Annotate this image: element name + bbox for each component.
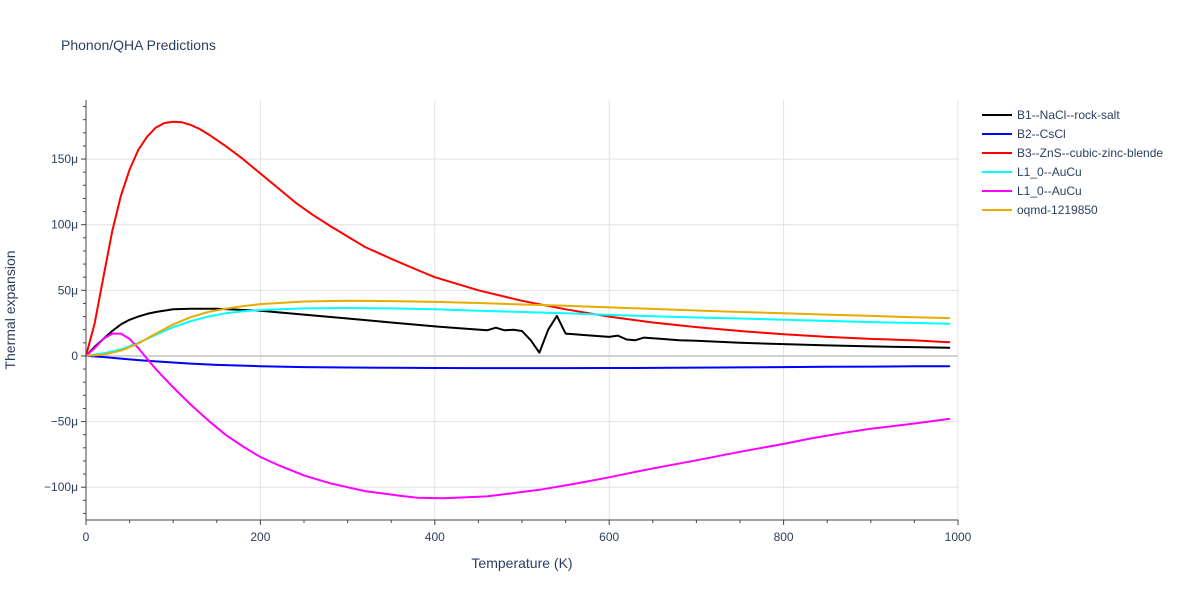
x-tick-label: 200 [250,530,270,544]
series-line-6 [85,299,951,357]
legend-label: L1_0--AuCu [1017,165,1082,179]
y-axis-title: Thermal expansion [2,250,18,369]
series-layer [85,120,951,500]
x-tick-label: 0 [83,530,90,544]
x-tick-label: 600 [599,530,619,544]
legend-label: B2--CsCl [1017,127,1066,141]
axis-layer: 0 200 400 600 800 1000 −100μ −50μ 0 50μ 100μ 150μ [44,100,972,544]
legend[interactable]: B1--NaCl--rock-salt B2--CsCl B3--ZnS--cubi… [982,108,1163,217]
legend-item-3[interactable]: B3--ZnS--cubic-zinc-blende [982,146,1163,160]
x-axis-title: Temperature (K) [471,555,572,571]
series-line-2 [85,354,951,370]
x-tick-label: 1000 [945,530,972,544]
legend-label: B1--NaCl--rock-salt [1017,108,1120,122]
legend-label: B3--ZnS--cubic-zinc-blende [1017,146,1163,160]
legend-item-6[interactable]: oqmd-1219850 [982,203,1098,217]
legend-item-5[interactable]: L1_0--AuCu [982,184,1082,198]
y-tick-label: 100μ [51,218,78,232]
chart-title: Phonon/QHA Predictions [61,37,216,53]
series-line-4 [85,307,951,357]
y-tick-label: 0 [71,349,78,363]
legend-label: L1_0--AuCu [1017,184,1082,198]
y-tick-label: 50μ [58,283,78,297]
x-tick-label: 800 [774,530,794,544]
legend-item-4[interactable]: L1_0--AuCu [982,165,1082,179]
series-line-1 [85,307,951,357]
legend-item-2[interactable]: B2--CsCl [982,127,1066,141]
grid-layer [86,100,959,520]
y-tick-label: 150μ [51,152,78,166]
series-line-3 [85,120,951,357]
x-tick-label: 400 [425,530,445,544]
legend-label: oqmd-1219850 [1017,203,1098,217]
y-tick-label: −50μ [51,415,78,429]
y-tick-label: −100μ [44,480,78,494]
legend-item-1[interactable]: B1--NaCl--rock-salt [982,108,1120,122]
